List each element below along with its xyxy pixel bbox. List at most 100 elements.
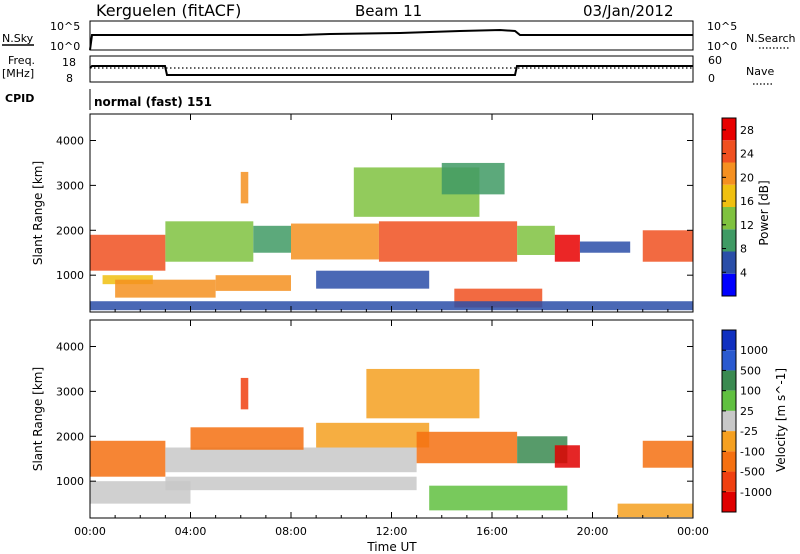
date-title: 03/Jan/2012 [583, 2, 674, 20]
colorbar-segment [722, 491, 736, 512]
nsky-trace [89, 28, 693, 51]
echo-band [240, 377, 249, 410]
power-panel: 1000 2000 3000 4000 Slant Range [km] [31, 113, 694, 313]
colorbar-tick-label: 16 [740, 195, 754, 208]
velocity-x-axis: 00:00 04:00 08:00 12:00 16:00 20:00 00:00 [74, 320, 709, 538]
x-tick-label: 00:00 [74, 525, 106, 538]
colorbar-segment [722, 140, 736, 163]
freq-tick-low: 8 [66, 72, 73, 85]
time-axis-label: Time UT [366, 540, 417, 554]
velocity-y-axis: 1000 2000 3000 4000 [56, 340, 693, 488]
echo-band [90, 301, 693, 311]
y-tick-label: 1000 [56, 269, 84, 282]
echo-band [253, 225, 291, 253]
nsky-tick-high: 10^5 [50, 20, 80, 33]
y-tick-label: 3000 [56, 385, 84, 398]
echo-band [316, 422, 430, 448]
colorbar-segment [722, 229, 736, 252]
colorbar-tick-label: -25 [740, 425, 758, 438]
colorbar-segment [722, 118, 736, 141]
echo-band [190, 427, 304, 450]
colorbar-segment [722, 184, 736, 207]
power-colorbar: 4 8 12 16 20 24 28 [721, 117, 754, 297]
echo-band [554, 234, 580, 262]
colorbar-segment [722, 207, 736, 230]
echo-band [215, 275, 291, 291]
x-tick-label: 08:00 [275, 525, 307, 538]
power-y-axis: 1000 2000 3000 4000 [56, 134, 693, 282]
colorbar-tick-label: 500 [740, 364, 761, 377]
nsky-tick-low: 10^0 [50, 40, 80, 53]
colorbar-tick-label: 20 [740, 171, 754, 184]
colorbar-segment [722, 251, 736, 274]
velocity-ylabel: Slant Range [km] [31, 367, 45, 471]
echo-band [642, 440, 693, 468]
velocity-panel: 1000 2000 3000 4000 00:00 04:00 08:00 12:00 16:… [31, 319, 709, 538]
echo-band [90, 440, 166, 477]
x-tick-label: 04:00 [175, 525, 207, 538]
colorbar-segment [722, 273, 736, 296]
y-tick-label: 3000 [56, 179, 84, 192]
colorbar-tick-label: 8 [740, 243, 747, 256]
nsearch-tick-high: 10^5 [707, 20, 737, 33]
echo-band [429, 485, 568, 511]
colorbar-tick-label: 28 [740, 124, 754, 137]
colorbar-tick-label: 12 [740, 219, 754, 232]
x-tick-label: 00:00 [677, 525, 709, 538]
cpid-label: CPID [5, 92, 34, 105]
colorbar-frame [721, 117, 737, 297]
freq-trace [89, 65, 693, 76]
echo-band [416, 431, 518, 464]
echo-band [90, 234, 166, 271]
echo-band [366, 368, 480, 419]
colorbar-segment [722, 390, 736, 411]
colorbar-tick-label: 4 [740, 266, 747, 279]
power-x-axis [89, 114, 694, 312]
nsky-label: N.Sky [2, 32, 34, 45]
freq-unit-label: [MHz] [2, 67, 34, 80]
colorbar-tick-label: -100 [740, 445, 765, 458]
power-ylabel: Slant Range [km] [31, 161, 45, 265]
echo-band [378, 221, 518, 262]
nsearch-tick-low: 10^0 [707, 40, 737, 53]
echo-band [554, 445, 580, 468]
velocity-data-bands [90, 368, 693, 518]
velocity-colorbar: 1000 500 100 25 -25 -100 -500 -1000 [721, 329, 772, 513]
beam-title: Beam 11 [355, 2, 422, 20]
cpid-value: normal (fast) 151 [94, 95, 212, 109]
echo-band [165, 447, 417, 473]
colorbar-frame [721, 329, 737, 513]
y-tick-label: 4000 [56, 340, 84, 353]
nave-tick-high: 60 [708, 54, 722, 67]
colorbar-segment [722, 370, 736, 391]
echo-band [165, 221, 254, 262]
colorbar-segment [722, 451, 736, 472]
echo-band [316, 270, 430, 289]
colorbar-segment [722, 350, 736, 371]
x-tick-label: 12:00 [376, 525, 408, 538]
nave-tick-low: 0 [708, 72, 715, 85]
velocity-colorbar-label: Velocity [m s^-1] [774, 368, 788, 472]
colorbar-tick-label: 24 [740, 148, 754, 161]
echo-band [517, 225, 555, 255]
colorbar-segment [722, 330, 736, 351]
freq-label: Freq. [8, 54, 35, 67]
power-data-bands [90, 162, 693, 311]
y-tick-label: 2000 [56, 430, 84, 443]
x-tick-label: 16:00 [476, 525, 508, 538]
echo-band [642, 230, 693, 262]
colorbar-tick-label: 1000 [740, 344, 768, 357]
freq-panel-frame [89, 55, 694, 83]
colorbar-segment [722, 471, 736, 492]
colorbar-segment [722, 410, 736, 432]
freq-tick-high: 18 [62, 56, 76, 69]
echo-band [165, 476, 417, 491]
y-tick-label: 1000 [56, 475, 84, 488]
echo-band [291, 223, 379, 260]
y-tick-label: 4000 [56, 134, 84, 147]
power-colorbar-label: Power [dB] [757, 180, 771, 245]
y-tick-label: 2000 [56, 224, 84, 237]
echo-band [579, 241, 631, 253]
station-title: Kerguelen (fitACF) [96, 1, 241, 20]
